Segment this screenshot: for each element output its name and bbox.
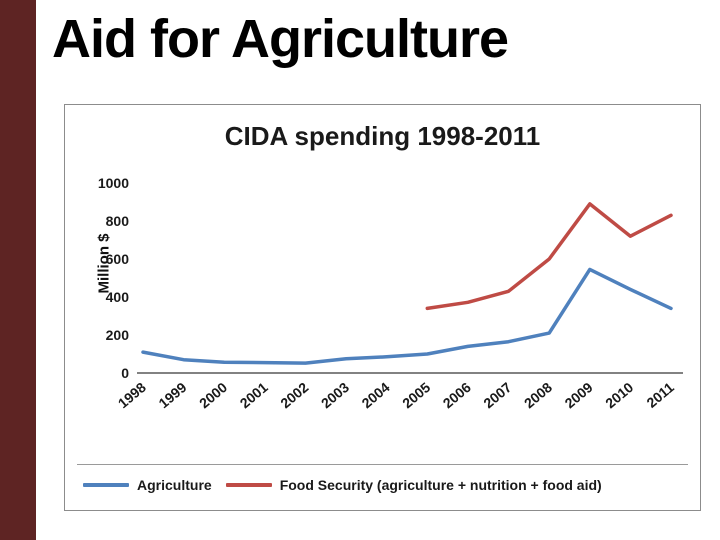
svg-text:0: 0 [121, 365, 129, 381]
svg-text:1998: 1998 [115, 379, 149, 411]
legend-label-agriculture: Agriculture [137, 476, 212, 493]
food-security-line-swatch [225, 482, 272, 487]
svg-text:800: 800 [106, 213, 130, 229]
svg-text:2003: 2003 [318, 379, 352, 411]
svg-text:1000: 1000 [98, 175, 129, 191]
svg-text:1999: 1999 [155, 379, 189, 411]
legend-item-food-security: Food Security (agriculture + nutrition +… [225, 476, 602, 493]
svg-text:2004: 2004 [358, 379, 392, 411]
chart-frame: CIDA spending 1998-2011 Million $ 0 200 40… [64, 104, 701, 511]
legend-label-food-security: Food Security (agriculture + nutrition +… [279, 476, 602, 493]
svg-text:2009: 2009 [562, 379, 596, 411]
svg-text:200: 200 [106, 327, 130, 343]
svg-text:2007: 2007 [480, 379, 514, 411]
chart-legend: Agriculture Food Security (agriculture +… [77, 464, 688, 504]
left-accent-bar [0, 0, 36, 540]
svg-text:2002: 2002 [277, 379, 311, 411]
plot-area: 0 200 400 600 800 1000 1998 1999 2000 2001 2002 200… [65, 157, 700, 457]
svg-text:2008: 2008 [521, 379, 555, 411]
svg-text:2010: 2010 [602, 379, 636, 411]
agriculture-line-swatch [83, 482, 129, 487]
svg-text:2011: 2011 [643, 379, 677, 411]
chart-title: CIDA spending 1998-2011 [224, 121, 541, 151]
svg-text:2001: 2001 [237, 379, 271, 411]
svg-text:2005: 2005 [399, 379, 433, 411]
svg-text:600: 600 [106, 251, 130, 267]
legend-item-agriculture: Agriculture [83, 477, 212, 493]
slide-title: Aid for Agriculture [52, 9, 509, 69]
svg-text:2000: 2000 [196, 379, 230, 411]
svg-text:400: 400 [106, 289, 130, 305]
svg-text:2006: 2006 [440, 379, 474, 411]
